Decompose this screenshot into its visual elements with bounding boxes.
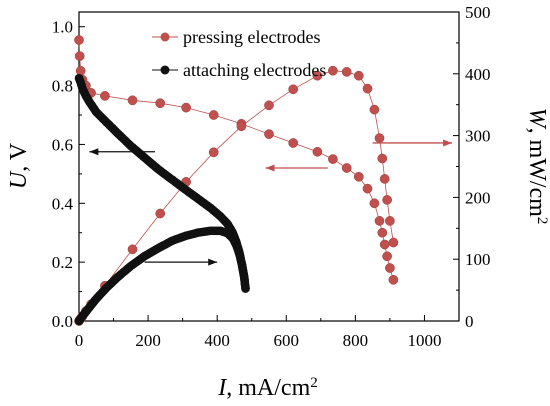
data-point-pressing_voltage <box>74 51 85 61</box>
series-lines <box>78 39 394 322</box>
data-point-pressing_power <box>388 237 399 248</box>
data-point-pressing_power <box>382 195 392 205</box>
data-point-pressing_voltage <box>74 35 84 45</box>
y-left-tick-label: 0.0 <box>52 312 73 331</box>
data-point-pressing_voltage <box>264 129 274 139</box>
data-point-pressing_power <box>369 104 380 115</box>
data-point-pressing_power <box>288 84 299 95</box>
plot-frame <box>78 11 460 322</box>
data-point-pressing_voltage <box>288 138 299 148</box>
data-point-pressing_power <box>328 65 338 76</box>
annotation-arrow-head <box>265 164 275 172</box>
data-point-pressing_voltage <box>369 198 380 209</box>
legend-entry-pressing: pressing electrodes <box>152 27 320 47</box>
data-point-pressing_power <box>377 153 388 164</box>
x-axis-title: I, mA/cm2 <box>217 375 318 401</box>
data-point-pressing_voltage <box>374 216 385 226</box>
data-point-pressing_power <box>385 216 395 226</box>
y-right-axis-var: W <box>524 108 550 130</box>
legend-entry-attaching: attaching electrodes <box>152 60 326 80</box>
data-point-attaching_power <box>241 283 250 293</box>
y-left-tick-label: 0.8 <box>52 77 73 96</box>
legend-pressing-label: pressing electrodes <box>183 27 320 47</box>
y-right-tick-label: 100 <box>465 250 491 269</box>
data-point-pressing_power <box>208 147 219 158</box>
data-point-pressing_power <box>362 83 373 94</box>
data-point-pressing_power <box>127 244 138 255</box>
x-axis-unit: , mA/cm <box>226 375 310 401</box>
y-right-tick-label: 400 <box>465 65 491 84</box>
data-point-pressing_voltage <box>155 98 166 109</box>
data-point-pressing_power <box>236 121 247 132</box>
y-left-axis-title: U, V <box>6 142 32 189</box>
annotation-arrow-head <box>89 148 99 156</box>
x-tick-label: 400 <box>204 331 230 350</box>
annotation-arrow-head <box>208 258 218 266</box>
data-point-pressing_voltage <box>341 163 352 173</box>
data-point-pressing_voltage <box>328 154 338 164</box>
series-line-pressing_power <box>78 70 394 322</box>
data-point-pressing_voltage <box>362 183 373 194</box>
x-tick-label: 1000 <box>407 331 441 350</box>
data-point-pressing_voltage <box>208 110 219 120</box>
y-left-tick-label: 1.0 <box>52 18 73 37</box>
y-right-tick-label: 300 <box>465 127 491 146</box>
data-point-pressing_power <box>374 133 385 143</box>
y-right-axis-title: W, mW/cm2 <box>524 108 550 225</box>
y-left-axis-var: U <box>6 170 32 189</box>
data-point-pressing_voltage <box>379 239 390 250</box>
data-point-pressing_power <box>353 70 364 81</box>
x-axis-ticks: 0 200 400 600 800 1000 <box>75 315 441 350</box>
data-point-pressing_power <box>155 208 166 219</box>
y-right-tick-label: 500 <box>465 3 491 22</box>
y-left-tick-label: 0.2 <box>52 253 73 272</box>
data-point-pressing_power <box>341 67 352 77</box>
legend: pressing electrodes attaching electrodes <box>152 27 326 80</box>
data-point-pressing_voltage <box>100 91 110 101</box>
x-tick-label: 800 <box>343 331 369 350</box>
data-point-pressing_voltage <box>127 95 138 106</box>
data-point-pressing_voltage <box>75 66 86 76</box>
series-line-attaching_voltage <box>78 78 246 289</box>
x-tick-label: 0 <box>75 331 84 350</box>
data-point-pressing_voltage <box>382 251 392 262</box>
y-left-tick-label: 0.4 <box>52 194 74 213</box>
x-tick-label: 200 <box>135 331 161 350</box>
y-right-axis-unit: , mW/cm <box>524 128 550 218</box>
y-right-axis-sup: 2 <box>534 217 550 225</box>
y-left-tick-label: 0.6 <box>52 135 73 154</box>
y-right-tick-label: 200 <box>465 188 491 207</box>
data-point-pressing_voltage <box>377 227 388 238</box>
y-left-axis-ticks: 0.0 0.2 0.4 0.6 0.8 1.0 <box>52 18 85 331</box>
data-point-pressing_voltage <box>312 146 323 157</box>
annotation-arrow-head <box>443 139 453 147</box>
legend-attaching-marker <box>160 65 170 75</box>
data-point-pressing_voltage <box>353 171 364 182</box>
data-point-pressing_power <box>312 70 323 81</box>
legend-attaching-label: attaching electrodes <box>183 60 326 80</box>
data-point-pressing_voltage <box>385 263 395 273</box>
annotation-arrows <box>89 139 453 266</box>
x-tick-label: 600 <box>274 331 300 350</box>
x-axis-var: I <box>217 375 227 401</box>
legend-pressing-marker <box>160 32 170 42</box>
series-points <box>74 35 399 326</box>
data-point-pressing_power <box>379 174 390 184</box>
x-axis-sup: 2 <box>310 375 318 391</box>
y-right-axis-ticks: 0 100 200 300 400 500 <box>453 3 491 331</box>
data-point-pressing_voltage <box>388 274 399 285</box>
data-point-pressing_power <box>264 100 274 111</box>
y-left-axis-unit: , V <box>6 142 32 172</box>
y-right-tick-label: 0 <box>465 312 474 331</box>
data-point-pressing_voltage <box>181 102 191 113</box>
